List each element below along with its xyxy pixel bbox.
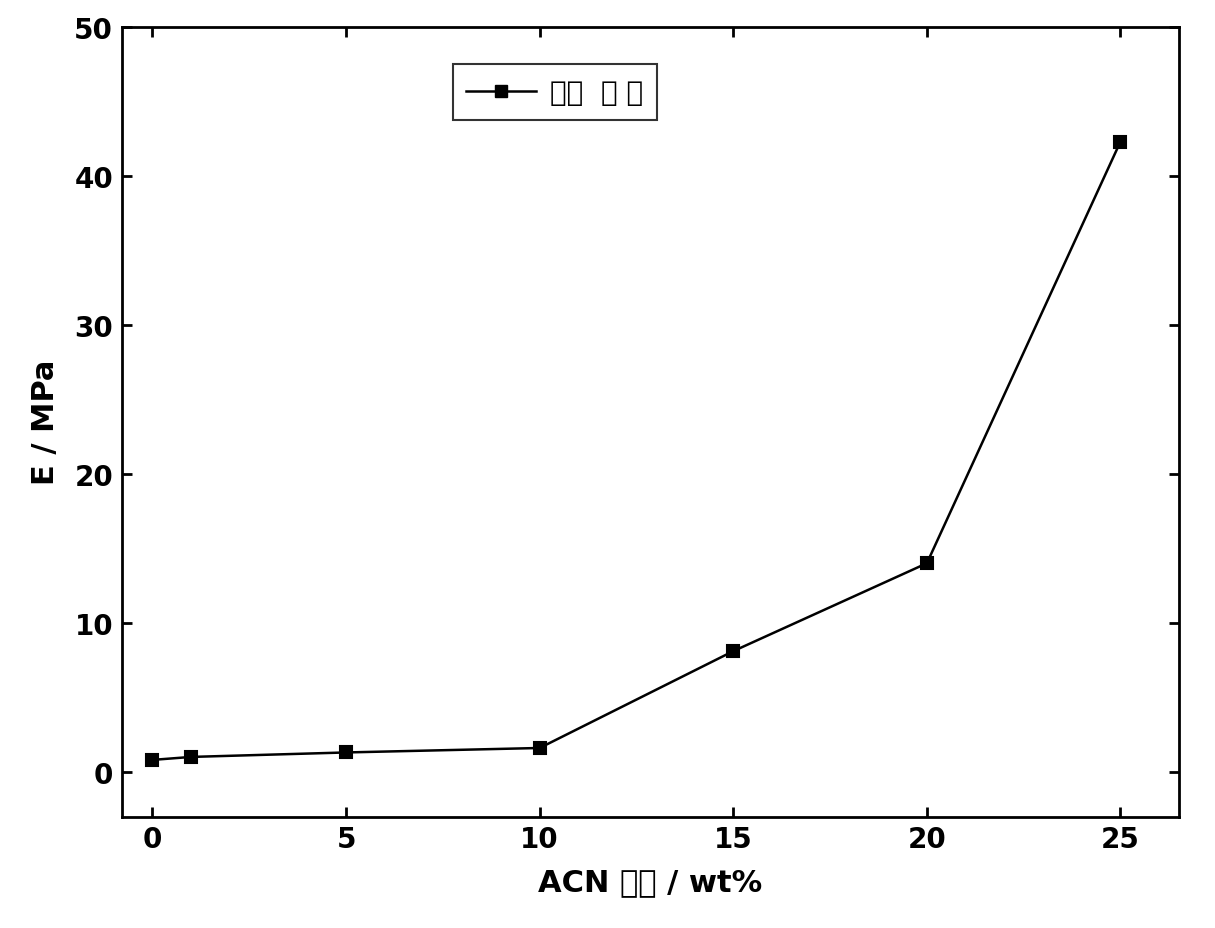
Legend: 弹性  模 量: 弹性 模 量 — [452, 65, 657, 121]
X-axis label: ACN 含量 / wt%: ACN 含量 / wt% — [538, 867, 762, 896]
Y-axis label: E / MPa: E / MPa — [32, 360, 61, 484]
